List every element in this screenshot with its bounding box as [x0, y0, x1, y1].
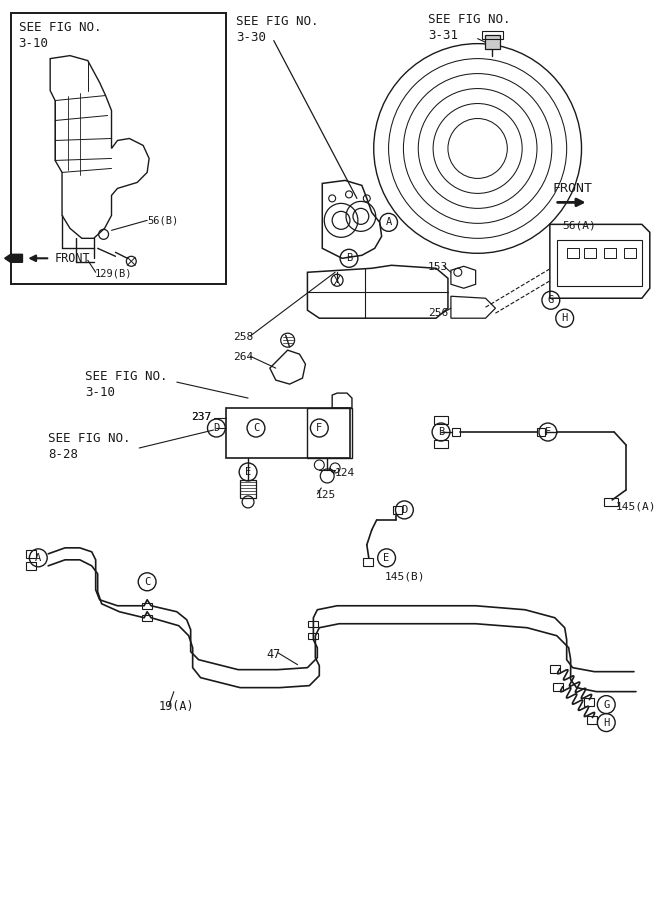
Text: H: H — [562, 313, 568, 323]
Text: 8-28: 8-28 — [48, 448, 78, 461]
Text: 47: 47 — [266, 648, 280, 661]
Text: FRONT: FRONT — [55, 252, 91, 266]
Bar — [550, 665, 560, 672]
Bar — [584, 248, 596, 258]
Bar — [393, 506, 402, 514]
Text: A: A — [386, 218, 392, 228]
Text: F: F — [545, 427, 551, 437]
Bar — [434, 440, 448, 448]
Bar — [142, 603, 152, 608]
Bar — [27, 550, 36, 558]
Text: 264: 264 — [233, 352, 253, 362]
Text: 153: 153 — [428, 262, 448, 273]
Text: 125: 125 — [315, 490, 336, 500]
Text: 145(A): 145(A) — [616, 502, 656, 512]
Bar — [588, 716, 598, 724]
Bar — [240, 480, 256, 498]
Text: 56(A): 56(A) — [563, 220, 596, 230]
Text: A: A — [35, 553, 41, 562]
Bar — [604, 248, 616, 258]
Text: E: E — [245, 467, 251, 477]
Bar — [11, 13, 226, 284]
Text: G: G — [603, 699, 610, 709]
Bar — [553, 682, 563, 690]
Text: B: B — [438, 427, 444, 437]
Text: C: C — [253, 423, 259, 433]
Text: H: H — [603, 717, 610, 727]
Text: FRONT: FRONT — [553, 183, 593, 195]
Text: 3-30: 3-30 — [236, 31, 266, 43]
Text: 258: 258 — [233, 332, 253, 342]
Text: 124: 124 — [335, 468, 356, 478]
Bar — [624, 248, 636, 258]
Bar — [363, 558, 373, 566]
Bar — [557, 240, 642, 286]
Text: 256: 256 — [428, 308, 448, 319]
Bar — [604, 498, 618, 506]
Bar — [308, 621, 318, 626]
FancyArrow shape — [5, 255, 23, 262]
Text: 3-10: 3-10 — [19, 37, 49, 50]
Bar — [226, 408, 350, 458]
Text: SEE FIG NO.: SEE FIG NO. — [236, 14, 319, 28]
Bar — [537, 428, 545, 436]
Bar — [307, 408, 352, 458]
Text: G: G — [548, 295, 554, 305]
Bar — [27, 562, 36, 570]
Text: D: D — [213, 423, 219, 433]
Text: 237: 237 — [191, 412, 211, 422]
Text: 129(B): 129(B) — [95, 268, 132, 278]
Text: SEE FIG NO.: SEE FIG NO. — [428, 13, 511, 26]
Text: E: E — [384, 553, 390, 562]
Bar — [142, 615, 152, 621]
Text: F: F — [316, 423, 322, 433]
Text: 19(A): 19(A) — [159, 699, 195, 713]
Bar — [482, 31, 504, 39]
Text: SEE FIG NO.: SEE FIG NO. — [85, 370, 167, 383]
Text: SEE FIG NO.: SEE FIG NO. — [19, 21, 101, 33]
Text: C: C — [144, 577, 150, 587]
Text: 3-10: 3-10 — [85, 386, 115, 399]
Bar — [567, 248, 578, 258]
Text: 56(B): 56(B) — [147, 215, 178, 225]
Text: 3-31: 3-31 — [428, 29, 458, 41]
Text: 145(B): 145(B) — [385, 572, 425, 581]
Text: SEE FIG NO.: SEE FIG NO. — [48, 432, 131, 445]
Text: B: B — [346, 253, 352, 264]
Text: 237: 237 — [191, 412, 211, 422]
Bar — [584, 698, 594, 706]
Bar — [484, 34, 500, 49]
Bar — [434, 416, 448, 424]
Text: D: D — [402, 505, 408, 515]
Bar — [452, 428, 460, 436]
Bar — [308, 633, 318, 639]
